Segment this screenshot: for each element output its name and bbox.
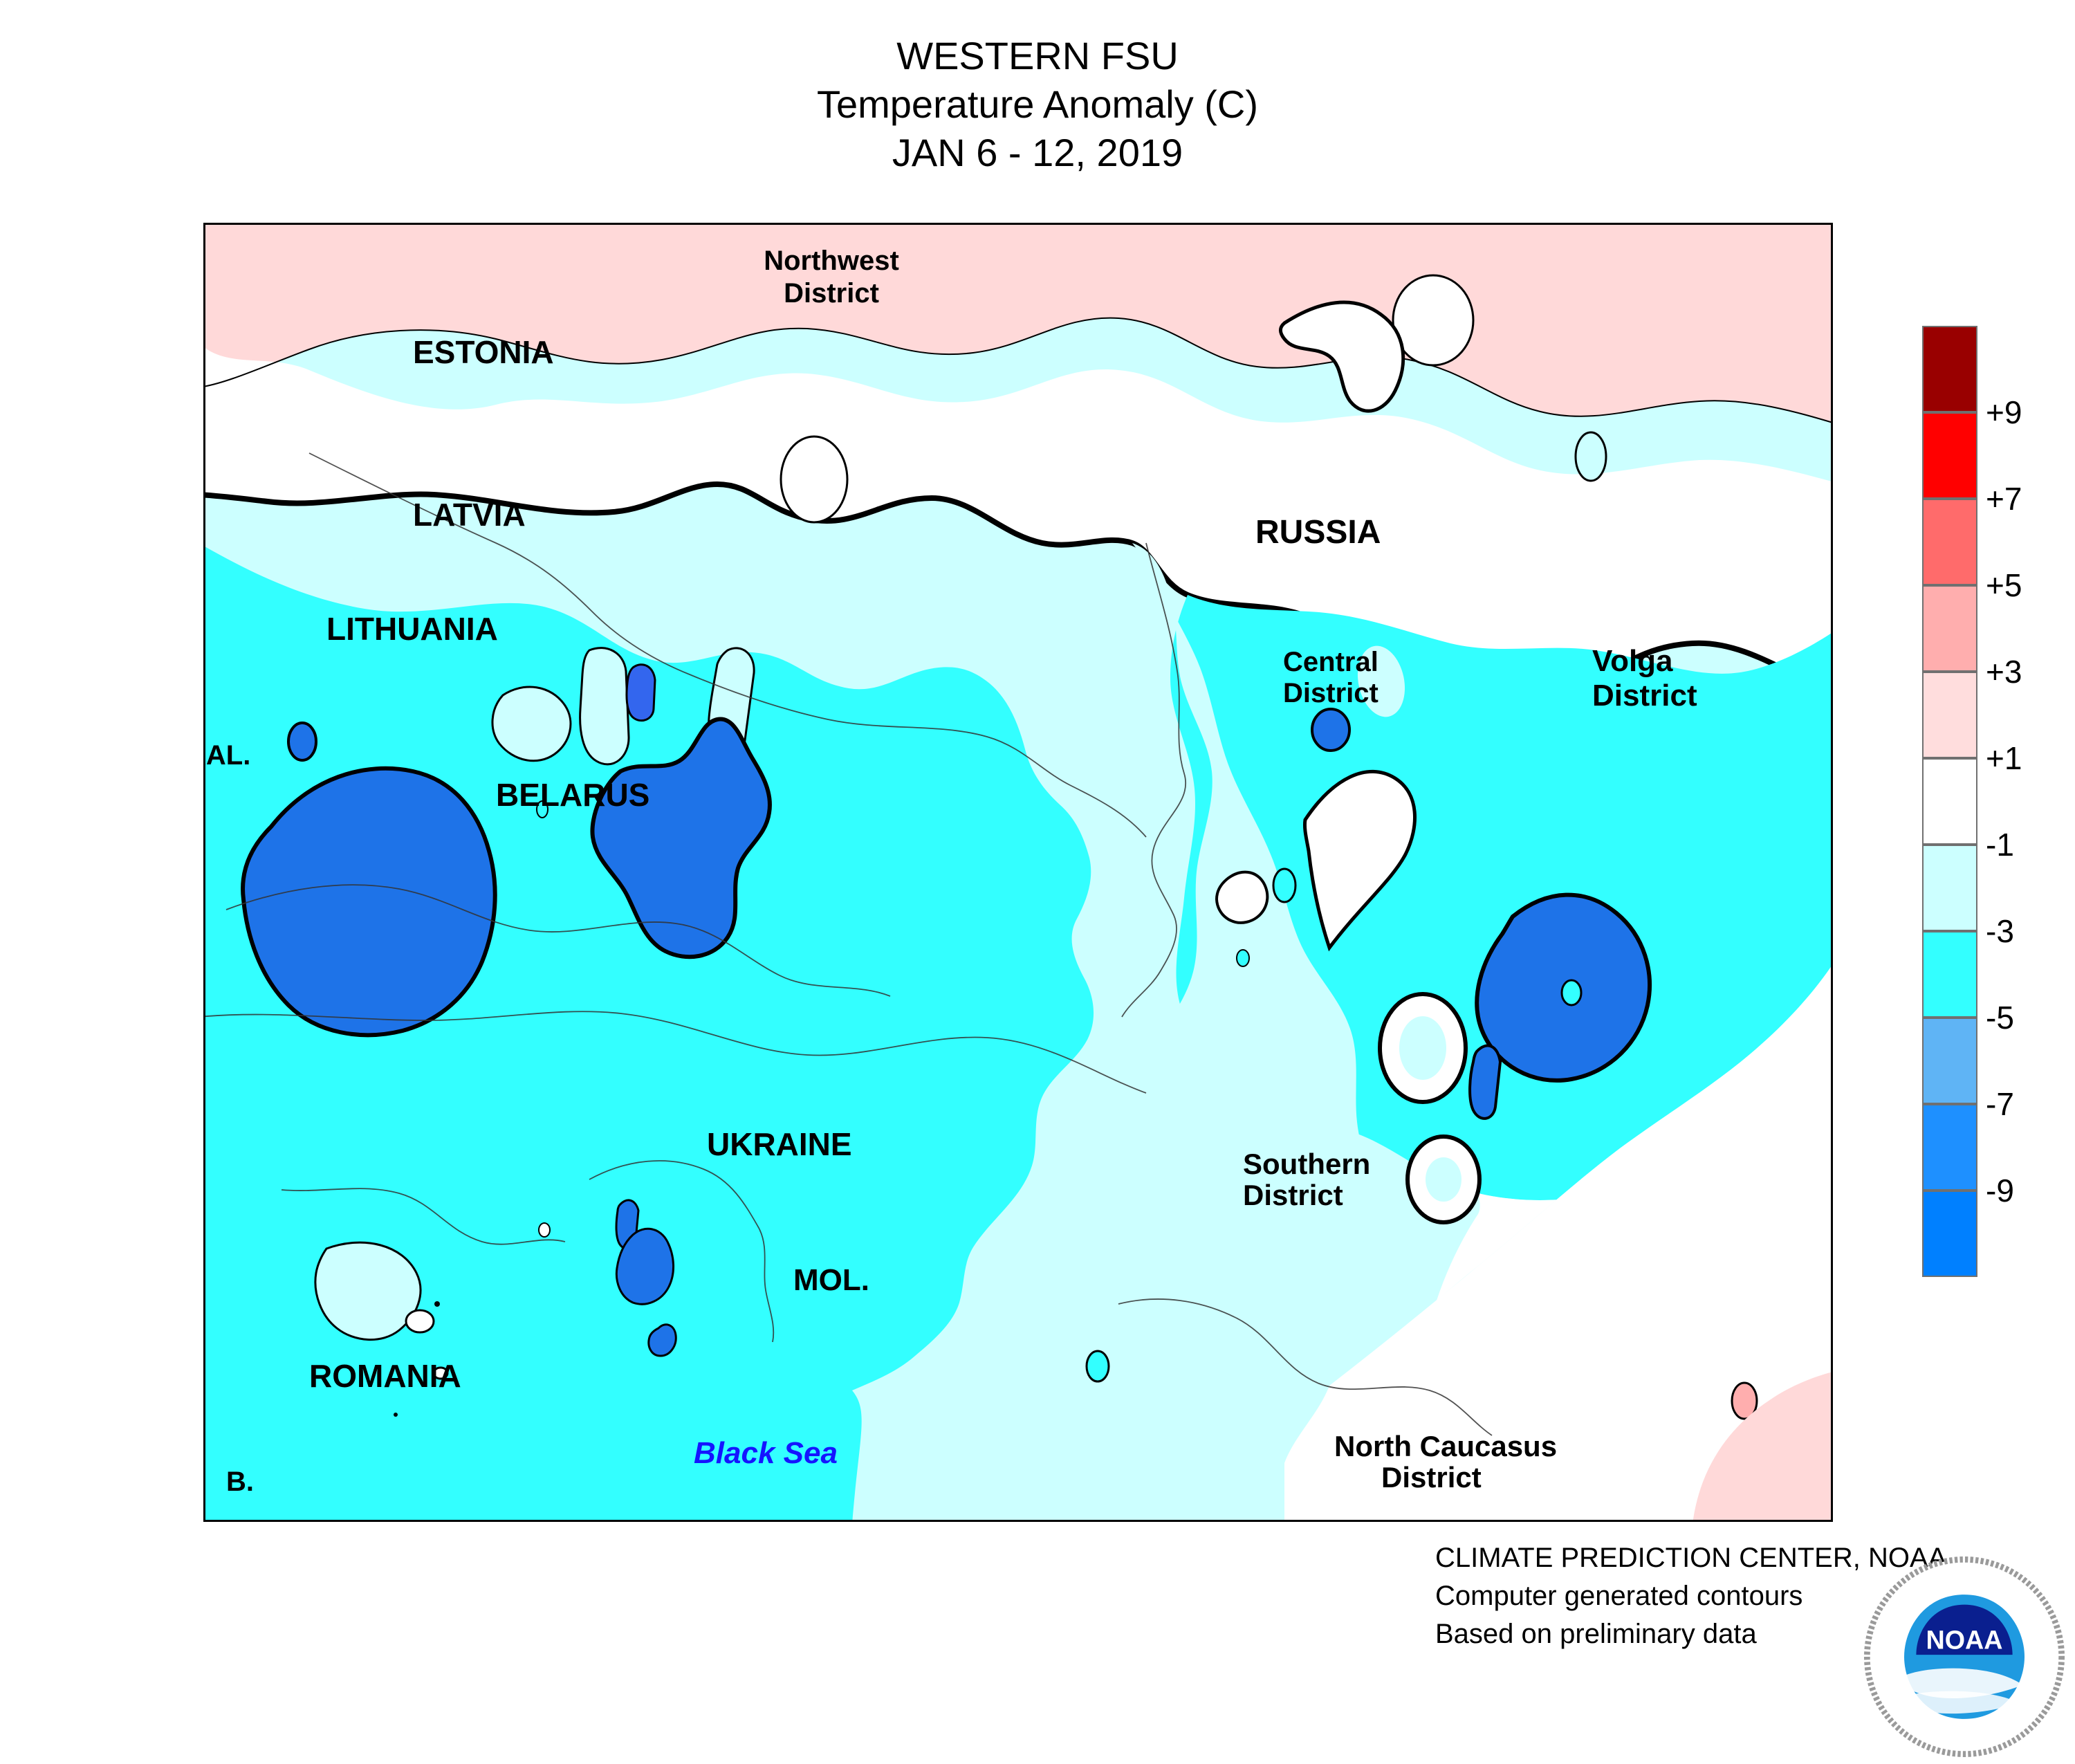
svg-text:LATVIA: LATVIA bbox=[413, 497, 526, 533]
svg-text:District: District bbox=[1283, 678, 1378, 708]
svg-text:KAL.: KAL. bbox=[205, 740, 250, 771]
svg-text:B.: B. bbox=[226, 1467, 254, 1497]
svg-text:North Caucasus: North Caucasus bbox=[1334, 1430, 1557, 1462]
svg-text:ROMANIA: ROMANIA bbox=[309, 1358, 461, 1394]
svg-text:LITHUANIA: LITHUANIA bbox=[326, 611, 498, 647]
svg-text:Southern: Southern bbox=[1243, 1148, 1370, 1180]
svg-text:Black Sea: Black Sea bbox=[694, 1436, 838, 1470]
svg-text:Volga: Volga bbox=[1592, 644, 1673, 678]
svg-text:MOL.: MOL. bbox=[793, 1263, 869, 1297]
svg-text:Northwest: Northwest bbox=[764, 246, 899, 276]
svg-text:NOAA: NOAA bbox=[1926, 1625, 2003, 1654]
svg-text:District: District bbox=[1381, 1461, 1482, 1494]
svg-text:UKRAINE: UKRAINE bbox=[707, 1126, 852, 1162]
svg-text:RUSSIA: RUSSIA bbox=[1255, 514, 1381, 551]
svg-text:BELARUS: BELARUS bbox=[496, 777, 649, 813]
svg-text:ESTONIA: ESTONIA bbox=[413, 334, 554, 370]
svg-text:Central: Central bbox=[1283, 647, 1378, 677]
svg-text:District: District bbox=[1243, 1179, 1343, 1211]
svg-text:District: District bbox=[1592, 679, 1697, 713]
svg-text:District: District bbox=[784, 278, 879, 309]
